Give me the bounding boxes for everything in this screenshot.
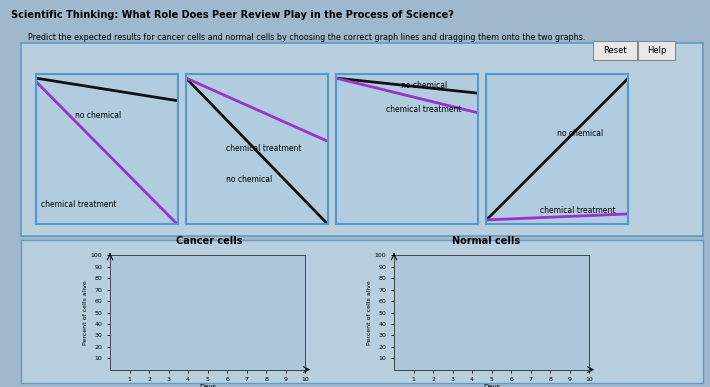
- Y-axis label: Percent of cells alive: Percent of cells alive: [367, 280, 372, 345]
- Text: Help: Help: [647, 46, 667, 55]
- Text: Predict the expected results for cancer cells and normal cells by choosing the c: Predict the expected results for cancer …: [28, 33, 586, 42]
- Text: no chemical: no chemical: [401, 81, 447, 90]
- Text: Cancer cells: Cancer cells: [176, 236, 243, 246]
- Text: Normal cells: Normal cells: [452, 236, 520, 246]
- Text: chemical treatment: chemical treatment: [386, 105, 461, 114]
- Text: no chemical: no chemical: [557, 129, 604, 139]
- X-axis label: Days: Days: [199, 384, 217, 387]
- Text: chemical treatment: chemical treatment: [41, 200, 116, 209]
- Text: no chemical: no chemical: [75, 111, 121, 120]
- Text: chemical treatment: chemical treatment: [226, 144, 301, 154]
- Text: chemical treatment: chemical treatment: [540, 206, 616, 216]
- Text: no chemical: no chemical: [226, 175, 272, 184]
- Y-axis label: Percent of cells alive: Percent of cells alive: [83, 280, 88, 345]
- Text: Reset: Reset: [603, 46, 627, 55]
- X-axis label: Days: Days: [483, 384, 501, 387]
- Text: Scientific Thinking: What Role Does Peer Review Play in the Process of Science?: Scientific Thinking: What Role Does Peer…: [11, 10, 454, 20]
